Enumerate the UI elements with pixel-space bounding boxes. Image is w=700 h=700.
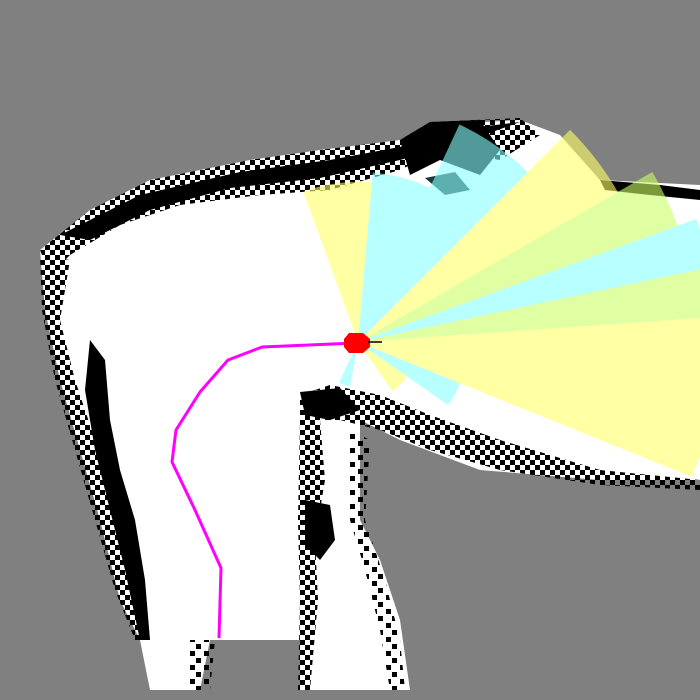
sensor-cone bbox=[358, 129, 618, 342]
sensor-cone bbox=[339, 342, 358, 387]
sensor-cone bbox=[358, 342, 700, 477]
sensor-cone bbox=[303, 181, 372, 342]
sensor-cone bbox=[358, 124, 528, 342]
obstacles bbox=[40, 118, 700, 690]
sensor-cone bbox=[358, 172, 678, 342]
planned-path bbox=[170, 341, 357, 639]
sensor-cone bbox=[358, 218, 700, 342]
sensor-cone bbox=[358, 342, 408, 392]
sensor-cone bbox=[358, 269, 700, 342]
robot-marker-icon[interactable] bbox=[344, 333, 382, 353]
sensor-cone bbox=[358, 172, 430, 342]
sensor-cone bbox=[358, 342, 460, 406]
sensor-cone bbox=[358, 318, 700, 391]
sensor-cones bbox=[303, 124, 700, 477]
